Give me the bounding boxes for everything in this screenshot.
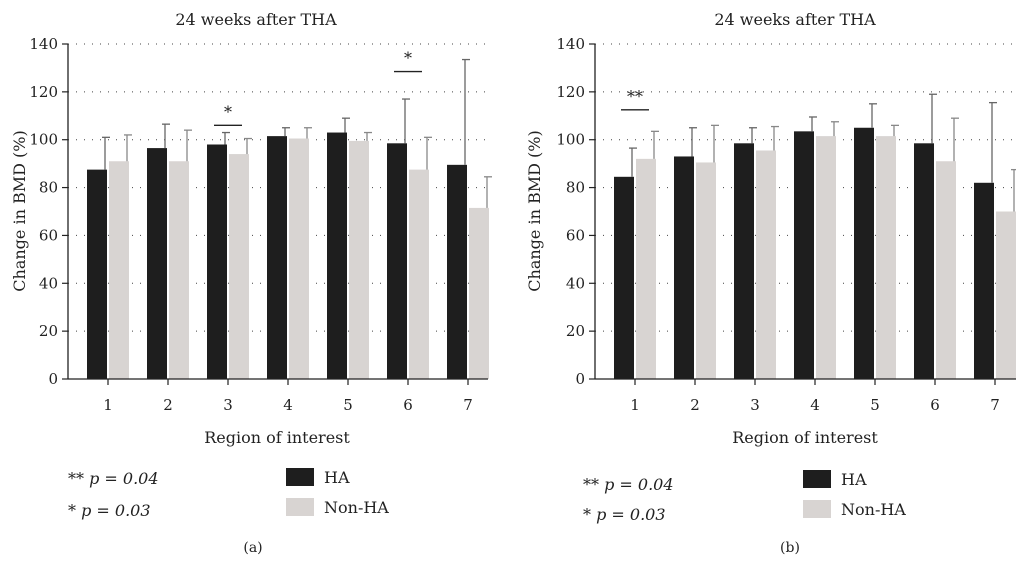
legend-swatch-non-ha bbox=[286, 498, 314, 516]
notes: ** p = 0.04 * p = 0.03 bbox=[68, 469, 159, 520]
panel-b: 24 weeks after THA Change in BMD (%) Reg… bbox=[525, 10, 1016, 556]
legend: HA Non-HA bbox=[286, 468, 389, 517]
bar-ha-7 bbox=[974, 182, 994, 379]
y-tick-label: 20 bbox=[39, 322, 58, 340]
y-tick-label: 100 bbox=[29, 131, 58, 149]
legend-swatch-non-ha bbox=[803, 500, 831, 518]
y-tick-label: 60 bbox=[566, 226, 585, 244]
x-tick-label: 5 bbox=[870, 396, 880, 414]
legend-label-non-ha: Non-HA bbox=[324, 498, 389, 517]
notes: ** p = 0.04 * p = 0.03 bbox=[583, 475, 674, 524]
bar-non-ha-2 bbox=[169, 161, 189, 379]
bars bbox=[87, 132, 489, 379]
y-tick-label: 0 bbox=[575, 370, 585, 388]
bar-ha-5 bbox=[327, 132, 347, 379]
x-tick-label: 7 bbox=[990, 396, 1000, 414]
y-tick-label: 40 bbox=[566, 274, 585, 292]
y-tick-label: 120 bbox=[556, 83, 585, 101]
note-double-star: ** p = 0.04 bbox=[583, 475, 674, 494]
note-single-star: * p = 0.03 bbox=[583, 505, 666, 524]
significance-star: ** bbox=[627, 87, 643, 106]
note-double-star: ** p = 0.04 bbox=[68, 469, 159, 488]
x-ticks: 1 2 3 4 5 6 7 bbox=[103, 379, 473, 414]
y-tick-label: 40 bbox=[39, 274, 58, 292]
chart-title: 24 weeks after THA bbox=[714, 10, 876, 29]
x-axis-label: Region of interest bbox=[732, 428, 878, 447]
x-tick-label: 4 bbox=[810, 396, 820, 414]
bar-ha-1 bbox=[87, 169, 107, 379]
x-tick-label: 4 bbox=[283, 396, 293, 414]
y-tick-label: 80 bbox=[566, 179, 585, 197]
bar-ha-2 bbox=[674, 156, 694, 379]
bar-non-ha-5 bbox=[349, 140, 369, 379]
panel-label: (b) bbox=[780, 540, 800, 556]
y-tick-label: 20 bbox=[566, 322, 585, 340]
x-tick-label: 1 bbox=[630, 396, 640, 414]
bar-non-ha-6 bbox=[936, 161, 956, 379]
bar-non-ha-1 bbox=[109, 161, 129, 379]
significance-marks: ** bbox=[214, 49, 422, 127]
legend-label-ha: HA bbox=[324, 468, 350, 487]
x-tick-label: 1 bbox=[103, 396, 113, 414]
significance-star: * bbox=[404, 49, 412, 68]
y-tick-label: 80 bbox=[39, 179, 58, 197]
x-tick-label: 5 bbox=[343, 396, 353, 414]
bar-ha-4 bbox=[794, 131, 814, 379]
bar-non-ha-2 bbox=[696, 162, 716, 379]
x-tick-label: 6 bbox=[930, 396, 940, 414]
bars bbox=[614, 127, 1016, 379]
x-tick-label: 7 bbox=[463, 396, 473, 414]
error-bars bbox=[629, 93, 1016, 212]
bar-non-ha-7 bbox=[469, 207, 489, 379]
legend-swatch-ha bbox=[286, 468, 314, 486]
bar-ha-7 bbox=[447, 164, 467, 379]
bar-non-ha-6 bbox=[409, 169, 429, 379]
y-axis-label: Change in BMD (%) bbox=[10, 130, 29, 291]
y-tick-label: 120 bbox=[29, 83, 58, 101]
bar-ha-4 bbox=[267, 136, 287, 379]
y-tick-label: 0 bbox=[48, 370, 58, 388]
x-tick-label: 3 bbox=[750, 396, 760, 414]
bar-ha-3 bbox=[207, 144, 227, 379]
bar-ha-1 bbox=[614, 176, 634, 379]
y-tick-label: 140 bbox=[556, 35, 585, 53]
x-tick-label: 3 bbox=[223, 396, 233, 414]
legend-label-non-ha: Non-HA bbox=[841, 500, 906, 519]
x-axis-label: Region of interest bbox=[204, 428, 350, 447]
error-bars bbox=[102, 58, 492, 208]
legend-label-ha: HA bbox=[841, 470, 867, 489]
bar-non-ha-4 bbox=[816, 136, 836, 379]
bar-non-ha-5 bbox=[876, 136, 896, 379]
y-ticks: 0 20 40 60 80 100 120 140 bbox=[556, 35, 595, 388]
panel-a: 24 weeks after THA Change in BMD (%) Reg… bbox=[10, 10, 492, 556]
bar-non-ha-4 bbox=[289, 138, 309, 379]
bar-ha-2 bbox=[147, 148, 167, 379]
bar-non-ha-1 bbox=[636, 158, 656, 379]
y-tick-label: 100 bbox=[556, 131, 585, 149]
legend-swatch-ha bbox=[803, 470, 831, 488]
bar-non-ha-3 bbox=[756, 150, 776, 379]
chart-title: 24 weeks after THA bbox=[175, 10, 337, 29]
y-axis-label: Change in BMD (%) bbox=[525, 130, 544, 291]
legend: HA Non-HA bbox=[803, 470, 906, 519]
note-single-star: * p = 0.03 bbox=[68, 501, 151, 520]
y-tick-label: 60 bbox=[39, 226, 58, 244]
significance-marks: ** bbox=[621, 87, 649, 111]
y-tick-label: 140 bbox=[29, 35, 58, 53]
bar-non-ha-3 bbox=[229, 154, 249, 379]
x-tick-label: 6 bbox=[403, 396, 413, 414]
x-ticks: 1 2 3 4 5 6 7 bbox=[630, 379, 1000, 414]
bar-ha-3 bbox=[734, 143, 754, 379]
significance-star: * bbox=[224, 102, 232, 121]
panel-label: (a) bbox=[243, 540, 262, 556]
bar-ha-5 bbox=[854, 127, 874, 379]
x-tick-label: 2 bbox=[163, 396, 173, 414]
x-tick-label: 2 bbox=[690, 396, 700, 414]
bar-ha-6 bbox=[914, 143, 934, 379]
bar-non-ha-7 bbox=[996, 211, 1016, 379]
bar-ha-6 bbox=[387, 143, 407, 379]
y-ticks: 0 20 40 60 80 100 120 140 bbox=[29, 35, 68, 388]
